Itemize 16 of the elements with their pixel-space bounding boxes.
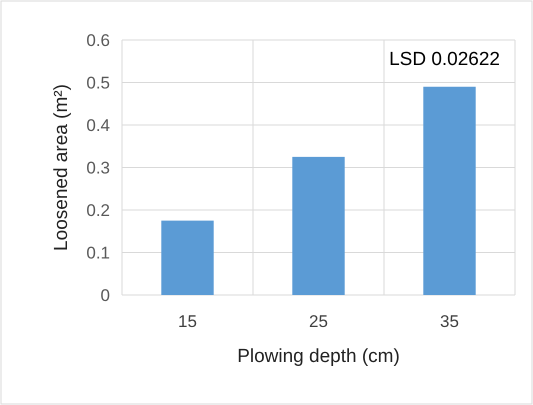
bar: [423, 86, 476, 295]
bar: [161, 220, 214, 295]
y-tick-label: 0.1: [86, 243, 110, 262]
y-tick-label: 0.5: [86, 73, 110, 92]
y-axis-title: Loosened area (m²): [51, 84, 72, 251]
y-tick-label: 0.4: [86, 116, 110, 135]
x-axis-title: Plowing depth (cm): [237, 346, 400, 367]
x-tick-label: 25: [309, 312, 328, 331]
x-tick-label: 35: [440, 312, 459, 331]
y-tick-label: 0.3: [86, 158, 110, 178]
bar: [292, 156, 345, 295]
y-tick-label: 0: [100, 286, 110, 305]
y-tick-label: 0.2: [86, 200, 110, 220]
x-tick-label: 15: [178, 312, 197, 331]
y-tick-label: 0.6: [86, 30, 110, 50]
annotation: LSD 0.02622: [389, 49, 500, 70]
